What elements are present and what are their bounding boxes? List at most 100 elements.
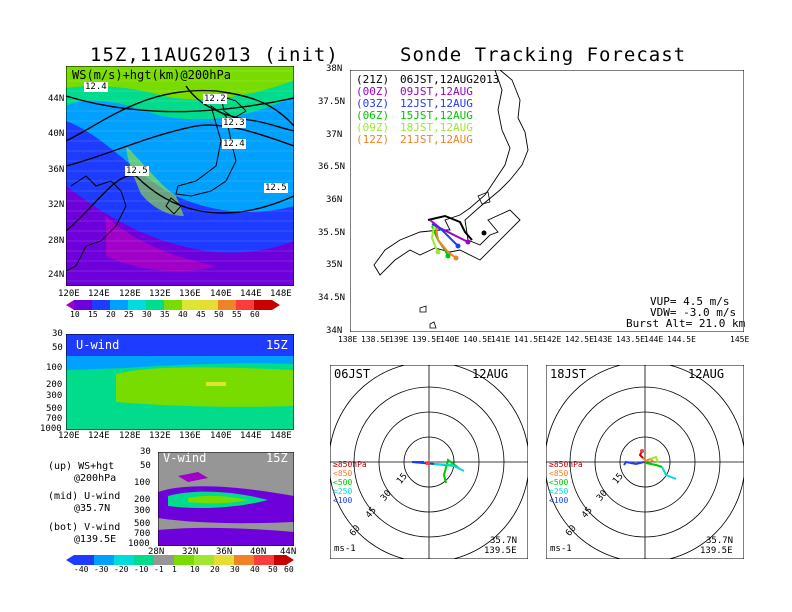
ws-colorbar-label: 45 <box>196 310 206 319</box>
lat-tick: 34N <box>326 326 343 336</box>
launch-legend-jst: 06JST,12AUG2013 <box>400 73 500 86</box>
hodo1-time: 06JST <box>334 367 371 381</box>
hodo2-lat: 35.7N <box>706 536 734 546</box>
p-tick: 50 <box>140 461 151 471</box>
p-tick: 1000 <box>128 539 150 549</box>
hodograph-18jst <box>546 365 744 559</box>
lon-tick: 143.5E <box>616 335 645 344</box>
level-label: <250 <box>333 487 353 496</box>
lat-tick: 35N <box>326 260 343 270</box>
legend-bot-line1: (bot) V-wind <box>48 522 121 533</box>
lon-tick: 144.5E <box>667 335 696 344</box>
lat-tick: 32N <box>48 200 65 210</box>
ws-colorbar-label: 25 <box>124 310 134 319</box>
lon-tick: 139.5E <box>412 335 441 344</box>
lon-tick: 120E <box>58 289 80 299</box>
ws-colorbar <box>66 300 280 310</box>
legend-bot-line2: @139.5E <box>74 534 117 545</box>
height-label: 12.3 <box>222 118 246 128</box>
p-tick: 200 <box>134 495 151 505</box>
launch-legend-utc: (00Z) <box>356 85 390 98</box>
lon-tick: 143E <box>593 335 613 344</box>
height-label: 12.2 <box>203 94 227 104</box>
p-tick: 200 <box>46 380 63 390</box>
hodo2-date: 12AUG <box>688 367 725 381</box>
wind-colorbar-label: 1 <box>172 565 177 574</box>
ws-colorbar-label: 10 <box>70 310 80 319</box>
lat-tick: 28N <box>148 547 165 557</box>
lon-tick: 145E <box>730 335 750 344</box>
p-tick: 700 <box>134 529 151 539</box>
height-label: 12.5 <box>264 183 288 193</box>
lon-tick: 140E <box>210 431 232 441</box>
lat-tick: 28N <box>48 236 65 246</box>
right-panel-title: Sonde Tracking Forecast <box>400 44 687 66</box>
level-label: <850 <box>549 469 569 478</box>
height-label: 12.4 <box>84 82 108 92</box>
p-tick: 500 <box>46 404 63 414</box>
lat-tick: 44N <box>48 94 65 104</box>
uwind-label: U-wind <box>76 338 120 352</box>
level-label: <500 <box>549 478 569 487</box>
ws-colorbar-label: 40 <box>178 310 188 319</box>
wind-colorbar-label: 20 <box>210 565 220 574</box>
level-label: ≥850hPa <box>549 460 583 469</box>
launch-legend-utc: (21Z) <box>356 73 390 86</box>
launch-legend-jst: 09JST,12AUG <box>400 85 473 98</box>
p-tick: 50 <box>52 343 63 353</box>
lat-tick: 40N <box>250 547 267 557</box>
lat-tick: 36N <box>216 547 233 557</box>
lon-tick: 144E <box>644 335 664 344</box>
lon-tick: 128E <box>119 431 141 441</box>
p-tick: 300 <box>134 506 151 516</box>
launch-legend-jst: 12JST,12AUG <box>400 97 473 110</box>
level-label: ≥850hPa <box>333 460 367 469</box>
hodo2-time: 18JST <box>550 367 587 381</box>
lat-tick: 44N <box>280 547 297 557</box>
vup-text: VUP= 4.5 m/s <box>650 295 730 308</box>
ws-colorbar-label: 30 <box>142 310 152 319</box>
launch-legend-utc: (06Z) <box>356 109 390 122</box>
lat-tick: 36N <box>326 195 343 205</box>
wind-colorbar-label: -1 <box>154 565 164 574</box>
lon-tick: 142.5E <box>565 335 594 344</box>
wind-colorbar-label: -20 <box>114 565 129 574</box>
legend-mid-line1: (mid) U-wind <box>48 491 121 502</box>
lon-tick: 140.5E <box>463 335 492 344</box>
ws-colorbar-label: 35 <box>160 310 170 319</box>
ws-hgt-map <box>66 66 294 286</box>
hodograph-06jst <box>330 365 528 559</box>
launch-legend-jst: 18JST,12AUG <box>400 121 473 134</box>
wind-colorbar-label: -30 <box>94 565 109 574</box>
p-tick: 100 <box>46 363 63 373</box>
lon-tick: 144E <box>240 431 262 441</box>
lat-tick: 32N <box>182 547 199 557</box>
vdw-text: VDW= -3.0 m/s <box>650 306 737 319</box>
wind-colorbar <box>66 555 294 565</box>
lon-tick: 132E <box>149 289 171 299</box>
hodo2-lon: 139.5E <box>700 546 733 556</box>
launch-legend-utc: (03Z) <box>356 97 390 110</box>
hodo1-lon: 139.5E <box>484 546 517 556</box>
legend-mid-line2: @35.7N <box>74 503 111 514</box>
lon-tick: 128E <box>119 289 141 299</box>
level-label: <100 <box>549 496 569 505</box>
lon-tick: 124E <box>88 289 110 299</box>
wind-colorbar-label: 60 <box>284 565 294 574</box>
lat-tick: 35.5N <box>318 228 346 238</box>
ws-colorbar-label: 15 <box>88 310 98 319</box>
lon-tick: 136E <box>179 431 201 441</box>
ws-colorbar-label: 55 <box>232 310 242 319</box>
left-panel-title: 15Z,11AUG2013 (init) <box>90 44 339 66</box>
lon-tick: 141.5E <box>514 335 543 344</box>
lon-tick: 142E <box>542 335 562 344</box>
launch-legend-utc: (12Z) <box>356 133 390 146</box>
wind-colorbar-label: 40 <box>250 565 260 574</box>
lat-tick: 38N <box>326 64 343 74</box>
lon-tick: 140E <box>210 289 232 299</box>
legend-up-line2: @200hPa <box>74 473 117 484</box>
vwind-label: V-wind <box>163 451 207 465</box>
hodo1-units: ms-1 <box>334 544 356 554</box>
hodo1-date: 12AUG <box>472 367 509 381</box>
hodo2-units: ms-1 <box>550 544 572 554</box>
